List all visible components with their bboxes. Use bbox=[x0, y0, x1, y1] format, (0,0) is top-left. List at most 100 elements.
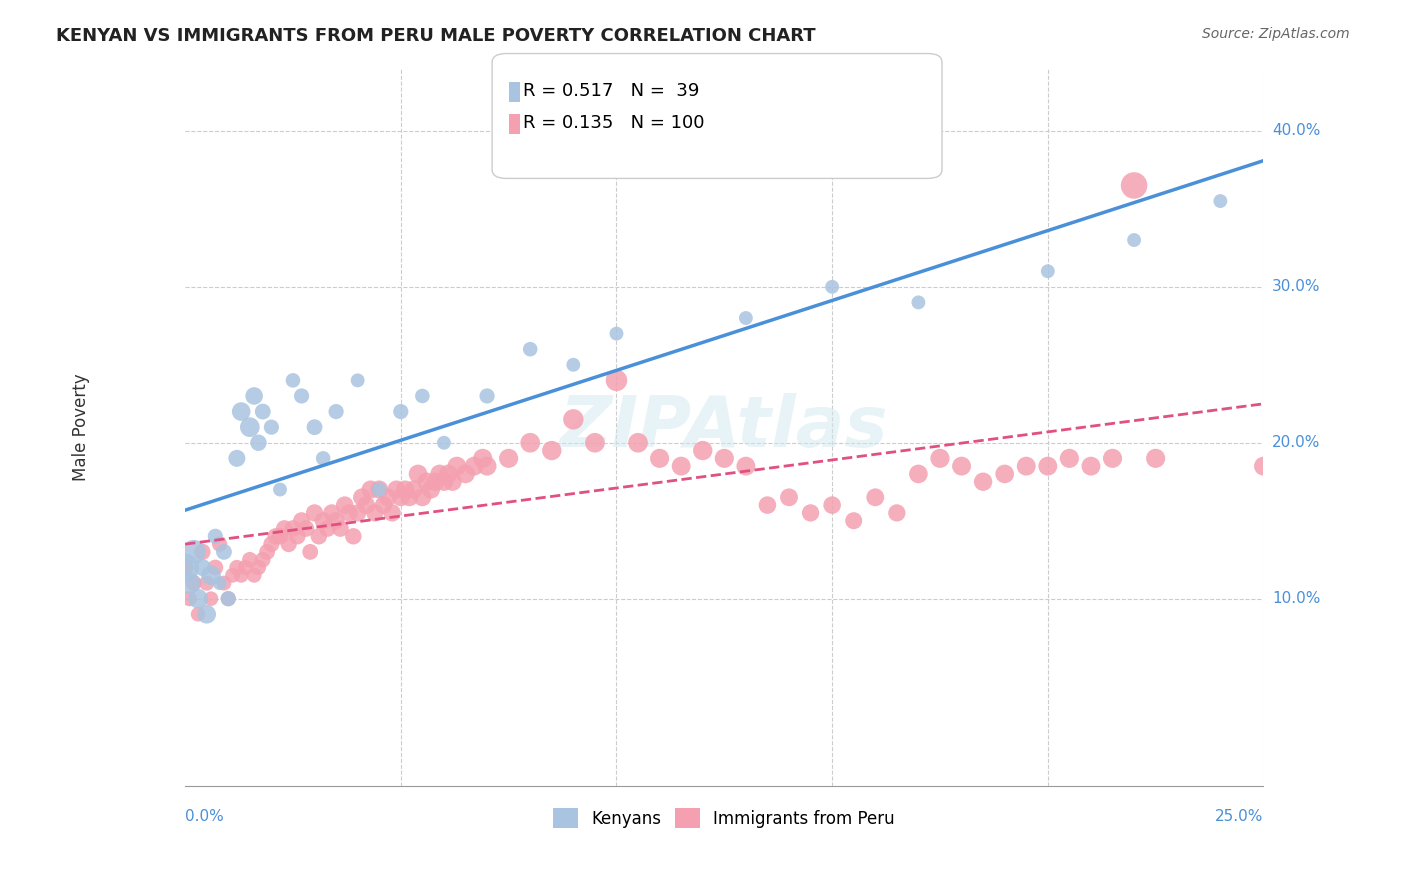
Point bbox=[540, 443, 562, 458]
Point bbox=[475, 389, 498, 403]
Point bbox=[252, 552, 274, 566]
Point bbox=[304, 506, 326, 520]
Point bbox=[411, 491, 433, 505]
Point bbox=[1123, 233, 1146, 247]
Point bbox=[252, 404, 274, 418]
Point bbox=[1123, 178, 1146, 193]
Point bbox=[243, 568, 266, 582]
Point bbox=[1059, 451, 1081, 466]
Point bbox=[929, 451, 952, 466]
Point bbox=[200, 568, 222, 582]
Point bbox=[191, 560, 214, 574]
Point bbox=[256, 545, 278, 559]
Point bbox=[583, 435, 606, 450]
Point bbox=[346, 506, 368, 520]
Point bbox=[471, 451, 494, 466]
Point bbox=[179, 591, 201, 606]
Point bbox=[221, 568, 243, 582]
Point bbox=[562, 358, 585, 372]
Point bbox=[225, 560, 247, 574]
Point bbox=[174, 560, 197, 574]
Point bbox=[333, 498, 356, 512]
Point bbox=[907, 467, 929, 481]
Point bbox=[187, 591, 209, 606]
Point bbox=[389, 491, 412, 505]
Point bbox=[669, 459, 692, 474]
Text: Male Poverty: Male Poverty bbox=[72, 374, 90, 481]
Text: 0.0%: 0.0% bbox=[186, 809, 224, 824]
Point bbox=[394, 483, 416, 497]
Point bbox=[195, 607, 218, 622]
Point bbox=[342, 529, 364, 543]
Point bbox=[350, 491, 373, 505]
Point bbox=[441, 475, 464, 489]
Point bbox=[842, 514, 865, 528]
Point bbox=[183, 545, 205, 559]
Point bbox=[756, 498, 779, 512]
Point bbox=[368, 483, 391, 497]
Point bbox=[605, 373, 627, 387]
Point bbox=[389, 404, 412, 418]
Point bbox=[308, 529, 330, 543]
Point bbox=[231, 404, 253, 418]
Point bbox=[519, 435, 541, 450]
Point bbox=[972, 475, 994, 489]
Point bbox=[800, 506, 823, 520]
Point bbox=[231, 568, 253, 582]
Point bbox=[994, 467, 1017, 481]
Point bbox=[907, 295, 929, 310]
Text: 40.0%: 40.0% bbox=[1272, 123, 1320, 138]
Point bbox=[433, 475, 456, 489]
Text: R = 0.135   N = 100: R = 0.135 N = 100 bbox=[523, 114, 704, 132]
Point bbox=[368, 483, 391, 497]
Point bbox=[281, 373, 304, 387]
Text: 30.0%: 30.0% bbox=[1272, 279, 1320, 294]
Text: 10.0%: 10.0% bbox=[1272, 591, 1320, 607]
Text: Source: ZipAtlas.com: Source: ZipAtlas.com bbox=[1202, 27, 1350, 41]
Point bbox=[337, 506, 360, 520]
Point bbox=[260, 537, 283, 551]
Point bbox=[425, 475, 447, 489]
Point bbox=[179, 576, 201, 591]
Point bbox=[402, 483, 425, 497]
Point bbox=[1015, 459, 1038, 474]
Text: 25.0%: 25.0% bbox=[1215, 809, 1264, 824]
Point bbox=[360, 483, 382, 497]
Point bbox=[454, 467, 477, 481]
Point bbox=[217, 591, 239, 606]
Point bbox=[281, 521, 304, 535]
Point bbox=[420, 483, 443, 497]
Point bbox=[1036, 459, 1059, 474]
Point bbox=[498, 451, 520, 466]
Point bbox=[429, 467, 451, 481]
Point bbox=[204, 560, 226, 574]
Point bbox=[291, 389, 314, 403]
Point bbox=[865, 491, 887, 505]
Point bbox=[321, 506, 343, 520]
Point bbox=[191, 545, 214, 559]
Point bbox=[285, 529, 308, 543]
Point bbox=[208, 537, 231, 551]
Point bbox=[195, 576, 218, 591]
Point bbox=[299, 545, 322, 559]
Point bbox=[277, 537, 299, 551]
Point bbox=[260, 420, 283, 434]
Point bbox=[778, 491, 800, 505]
Point bbox=[605, 326, 627, 341]
Point bbox=[1253, 459, 1275, 474]
Point bbox=[519, 342, 541, 356]
Point bbox=[235, 560, 257, 574]
Point bbox=[346, 373, 368, 387]
Point bbox=[316, 521, 339, 535]
Point bbox=[187, 607, 209, 622]
Point bbox=[183, 576, 205, 591]
Point bbox=[385, 483, 408, 497]
Point bbox=[273, 521, 295, 535]
Text: 20.0%: 20.0% bbox=[1272, 435, 1320, 450]
Point bbox=[325, 404, 347, 418]
Point bbox=[1209, 194, 1232, 208]
Point bbox=[411, 389, 433, 403]
Point bbox=[398, 491, 420, 505]
Text: R = 0.517   N =  39: R = 0.517 N = 39 bbox=[523, 82, 699, 100]
Point bbox=[950, 459, 973, 474]
